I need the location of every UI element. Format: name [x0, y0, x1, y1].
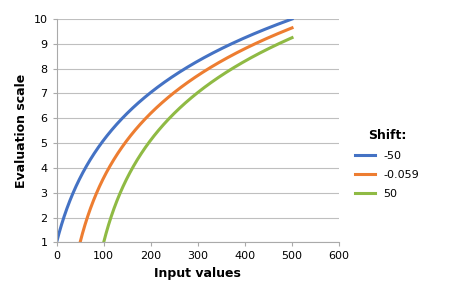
50 — [133, 160, 139, 163]
50 — [285, 37, 291, 41]
-50 — [259, 29, 265, 32]
-50 — [95, 147, 100, 150]
-50 — [284, 19, 290, 22]
-50 — [289, 17, 295, 21]
-0.059 — [114, 153, 120, 157]
50 — [122, 180, 128, 184]
Line: 50: 50 — [104, 38, 292, 242]
Line: -50: -50 — [57, 19, 292, 242]
X-axis label: Input values: Input values — [154, 267, 241, 280]
50 — [173, 110, 179, 114]
-50 — [144, 94, 150, 97]
-0.059 — [262, 37, 268, 41]
Legend: -50, -0.059, 50: -50, -0.059, 50 — [350, 125, 424, 204]
-0.059 — [289, 26, 295, 30]
-50 — [54, 241, 59, 244]
Y-axis label: Evaluation scale: Evaluation scale — [15, 73, 28, 188]
-0.059 — [285, 28, 291, 31]
50 — [101, 241, 106, 244]
50 — [265, 47, 271, 51]
-0.059 — [77, 241, 83, 244]
-0.059 — [159, 101, 164, 105]
-0.059 — [101, 175, 107, 178]
-50 — [154, 86, 160, 89]
50 — [289, 36, 295, 40]
-50 — [81, 170, 86, 173]
Line: -0.059: -0.059 — [80, 28, 292, 242]
50 — [181, 102, 187, 106]
-0.059 — [168, 94, 173, 97]
